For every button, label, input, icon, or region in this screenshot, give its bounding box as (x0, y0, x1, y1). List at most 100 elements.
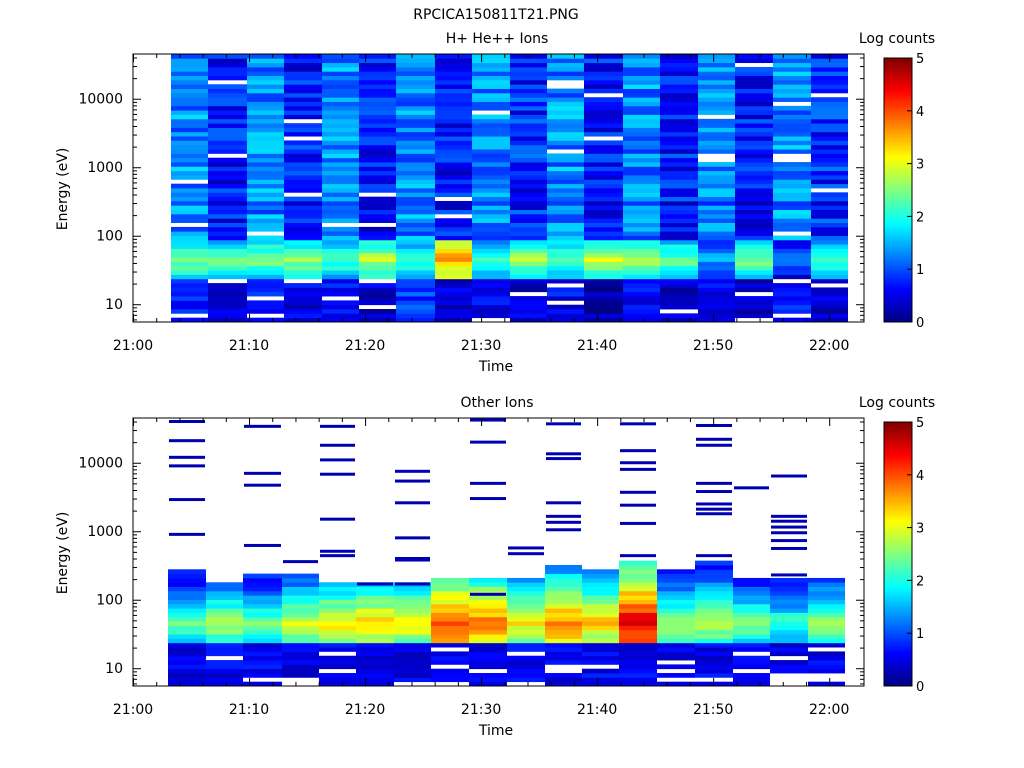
heatmap-cell (472, 101, 510, 107)
heatmap-cell (545, 603, 582, 609)
heatmap-cell (510, 265, 547, 271)
heatmap-cell (660, 235, 698, 241)
colorbar-segment (884, 289, 912, 292)
heatmap-cell (507, 616, 545, 622)
heatmap-cell (695, 642, 733, 648)
heatmap-cell (396, 274, 435, 280)
heatmap-cell (322, 110, 359, 115)
heatmap-cell (507, 608, 545, 613)
heatmap-cell (584, 179, 623, 185)
colorbar-segment (884, 306, 912, 310)
heatmap-cell (773, 192, 811, 198)
heatmap-cell (168, 651, 206, 657)
heatmap-cell (735, 97, 773, 102)
heatmap-cell (472, 114, 510, 120)
colorbar-segment (884, 88, 912, 92)
time-column (770, 474, 808, 674)
heatmap-cell (206, 616, 243, 622)
heatmap-cell (396, 244, 435, 249)
heatmap-cell (322, 118, 359, 124)
colorbar-segment (884, 512, 912, 515)
heatmap-cell (660, 54, 698, 59)
y-tick-label: 100 (96, 229, 123, 245)
heatmap-cell (394, 621, 431, 626)
heatmap-cell (396, 175, 435, 180)
heatmap-cell (322, 153, 359, 159)
heatmap-cell (435, 118, 472, 124)
heatmap-cell (695, 586, 733, 592)
colorbar-segment (884, 624, 912, 628)
colorbar-segment (884, 639, 912, 643)
heatmap-cell (623, 183, 660, 189)
heatmap-cell (206, 634, 243, 639)
heatmap-cell (322, 192, 359, 198)
heatmap-cell (359, 88, 396, 94)
heatmap-cell (243, 616, 282, 622)
heatmap-cell (623, 179, 660, 185)
single-count-line (696, 554, 732, 558)
heatmap-cell (319, 590, 356, 596)
heatmap-cell (206, 603, 243, 609)
colorbar-segment (884, 675, 912, 678)
time-column (811, 54, 848, 323)
heatmap-cell (584, 265, 623, 271)
heatmap-cell (282, 625, 319, 631)
heatmap-cell (322, 287, 359, 293)
heatmap-cell (770, 642, 808, 648)
heatmap-cell (510, 149, 547, 154)
heatmap-cell (510, 231, 547, 236)
colorbar-tick-label: 5 (916, 52, 924, 67)
time-column (396, 54, 435, 323)
heatmap-cell (698, 196, 735, 202)
heatmap-cell (735, 218, 773, 223)
heatmap-cell (811, 144, 848, 150)
colorbar-tick-label: 4 (916, 469, 924, 484)
heatmap-cell (660, 226, 698, 232)
heatmap-cell (284, 209, 322, 215)
y-tick-label: 10 (105, 661, 123, 677)
heatmap-cell (359, 213, 396, 219)
colorbar-tick-label: 4 (916, 105, 924, 120)
heatmap-cell (168, 577, 206, 583)
heatmap-cell (435, 188, 472, 193)
heatmap-cell (208, 170, 247, 176)
heatmap-cell (247, 244, 284, 249)
heatmap-cell (619, 647, 657, 652)
heatmap-cell (282, 616, 319, 622)
heatmap-cell (733, 664, 770, 670)
heatmap-cell (735, 71, 773, 77)
heatmap-cell (208, 265, 247, 271)
single-count-line (546, 501, 581, 505)
heatmap-cell (584, 183, 623, 189)
heatmap-cell (472, 270, 510, 275)
heatmap-cell (322, 114, 359, 120)
heatmap-cell (773, 92, 811, 98)
single-count-line (620, 422, 656, 426)
time-column (472, 54, 510, 319)
heatmap-cell (584, 140, 623, 146)
heatmap-cell (472, 188, 510, 193)
heatmap-cell (507, 638, 545, 644)
heatmap-cell (582, 655, 619, 661)
single-count-line (546, 528, 581, 532)
colorbar-title: Log counts (859, 395, 935, 411)
heatmap-cell (584, 309, 623, 314)
colorbar-segment (884, 205, 912, 209)
heatmap-cell (171, 200, 208, 206)
colorbar-segment (884, 218, 912, 222)
heatmap-cell (171, 127, 208, 133)
heatmap-cell (208, 88, 247, 94)
heatmap-cell (435, 309, 472, 314)
heatmap-cell (695, 564, 733, 570)
heatmap-cell (394, 608, 431, 613)
colorbar-segment (884, 474, 912, 478)
colorbar-segment (884, 148, 912, 151)
heatmap-cell (396, 205, 435, 211)
heatmap-cell (811, 304, 848, 310)
heatmap-cell (243, 590, 282, 596)
single-count-line (169, 439, 205, 443)
heatmap-cell (171, 309, 208, 314)
heatmap-cell (811, 110, 848, 115)
heatmap-cell (623, 196, 660, 202)
heatmap-cell (359, 170, 396, 176)
